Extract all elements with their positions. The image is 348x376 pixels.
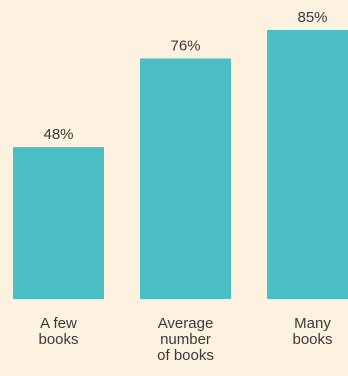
category-label-line: Many (294, 315, 331, 332)
category-label-line: Average (158, 315, 214, 332)
category-label-1: A few books (38, 315, 78, 348)
category-label-line: A few (40, 315, 77, 332)
category-label-2: Average number of books (157, 315, 214, 364)
category-label-line: books (38, 331, 78, 348)
value-labels-layer: 48% 76% 85% (43, 9, 327, 143)
bar-3 (267, 30, 348, 299)
category-label-line: of books (157, 347, 214, 364)
category-label-3: Many books (292, 315, 332, 348)
bar-value-label-3: 85% (297, 9, 327, 26)
bars-layer (13, 30, 348, 299)
bar-value-label-2: 76% (170, 37, 200, 54)
bar-1 (13, 147, 104, 299)
category-label-line: books (292, 331, 332, 348)
bar-value-label-1: 48% (43, 126, 73, 143)
category-label-line: number (160, 331, 211, 348)
bar-2 (140, 58, 231, 299)
